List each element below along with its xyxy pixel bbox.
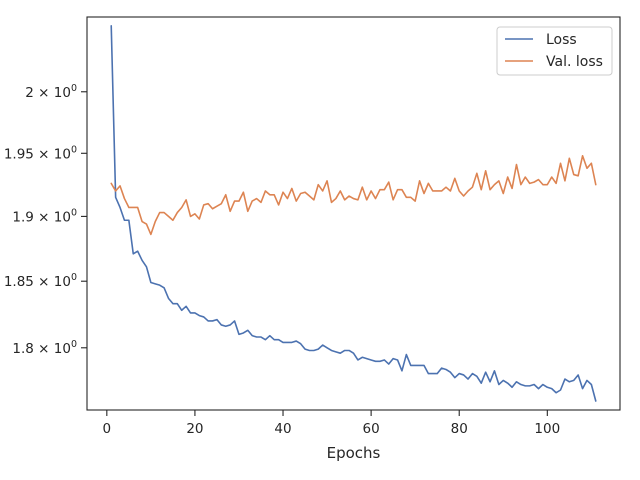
legend-label-val-loss: Val. loss: [546, 54, 603, 70]
series-line-loss: [110, 25, 597, 402]
y-tick-label: 1.85 × 100: [4, 272, 77, 290]
y-tick-label: 1.95 × 100: [4, 144, 77, 162]
x-axis: 0 20 40 60 80 100: [103, 410, 560, 437]
legend-label-loss: Loss: [546, 32, 577, 48]
x-tick-label: 20: [186, 421, 203, 437]
y-tick-label: 1.8 × 100: [12, 339, 77, 357]
legend: Loss Val. loss: [496, 26, 613, 76]
x-tick-label: 80: [451, 421, 468, 437]
x-tick-label: 100: [534, 421, 560, 437]
series-layer: [110, 25, 597, 402]
x-tick-label: 0: [103, 421, 112, 437]
x-axis-title: Epochs: [327, 444, 381, 462]
x-tick-label: 60: [363, 421, 380, 437]
y-tick-label: 1.9 × 100: [12, 207, 77, 225]
axes-frame: [86, 16, 621, 411]
plot-area: [110, 25, 597, 402]
x-tick-label: 40: [274, 421, 291, 437]
y-axis: 1.8 × 100 1.85 × 100 1.9 × 100 1.95 × 100 2 …: [4, 83, 87, 357]
y-tick-label: 2 × 100: [25, 83, 77, 101]
series-line-val-loss: [110, 154, 597, 236]
